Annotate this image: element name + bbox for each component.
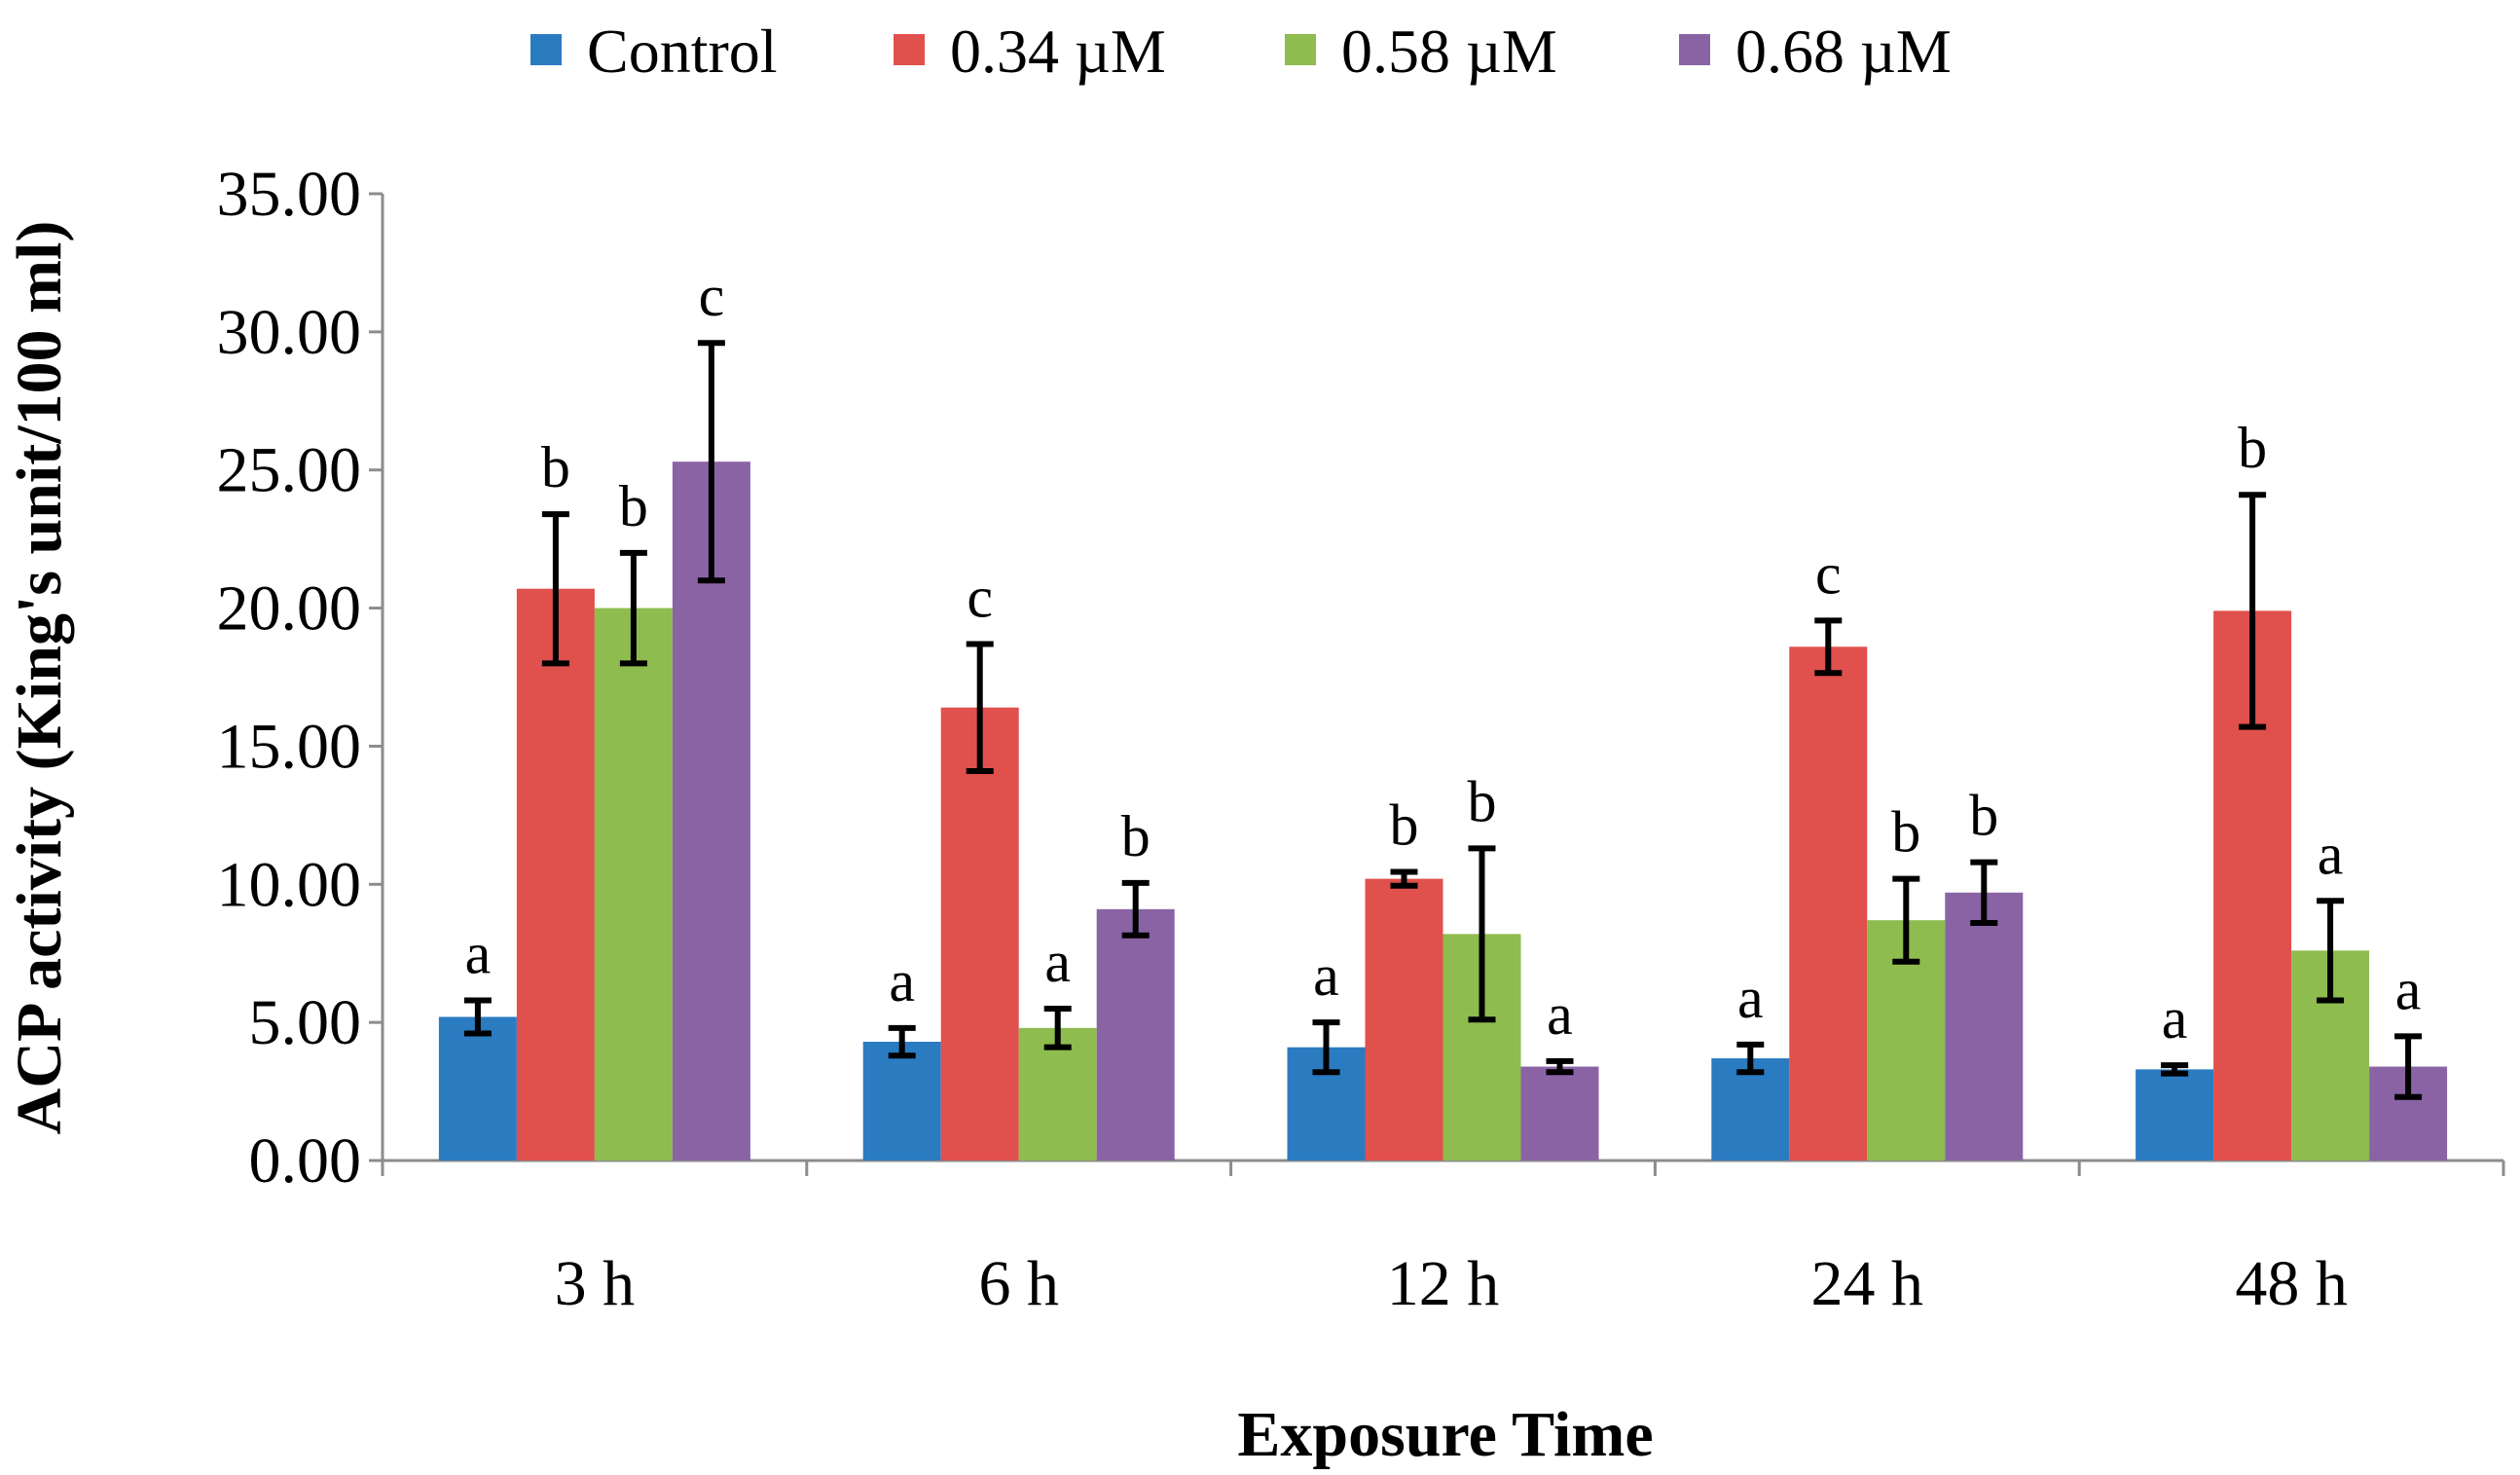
bar <box>1711 1058 1790 1161</box>
significance-label: c <box>967 565 993 629</box>
significance-label: a <box>2395 957 2422 1021</box>
legend-label: 0.68 µM <box>1735 17 1952 86</box>
x-tick-label: 3 h <box>555 1248 636 1319</box>
significance-label: b <box>1390 793 1419 858</box>
y-tick-label: 15.00 <box>217 711 362 782</box>
bar <box>438 1016 517 1161</box>
y-tick-label: 5.00 <box>249 987 362 1058</box>
significance-label: b <box>1969 784 1998 848</box>
axes: 0.00 5.00 10.00 15.00 20.00 25.00 30.00 35.00 3 … <box>217 159 2505 1319</box>
y-tick-label: 25.00 <box>217 435 362 506</box>
legend-swatch <box>1679 34 1710 65</box>
bar <box>862 1042 941 1161</box>
y-tick-label: 30.00 <box>217 297 362 368</box>
significance-label: b <box>2238 416 2267 480</box>
bar <box>1945 892 2024 1161</box>
y-tick-label: 10.00 <box>217 849 362 920</box>
y-axis-title: ACP activity (King's unit/100 ml) <box>4 221 75 1135</box>
significance-label: a <box>465 921 492 985</box>
significance-label: c <box>1815 541 1842 606</box>
bar <box>2136 1069 2214 1161</box>
significance-label: c <box>699 264 725 328</box>
significance-label: a <box>1313 943 1339 1008</box>
significance-label: b <box>541 435 570 499</box>
legend-swatch <box>1285 34 1316 65</box>
x-tick-label: 12 h <box>1387 1248 1500 1319</box>
significance-label: b <box>619 474 648 538</box>
y-tick-label: 20.00 <box>217 573 362 645</box>
legend-label: 0.58 µM <box>1341 17 1557 86</box>
error-bars <box>463 340 2423 1100</box>
significance-label: a <box>889 949 915 1014</box>
legend-swatch <box>530 34 562 65</box>
legend: Control 0.34 µM 0.58 µM 0.68 µM <box>530 17 1952 86</box>
bar <box>1789 646 1868 1161</box>
legend-swatch <box>894 34 925 65</box>
significance-label: b <box>1891 800 1920 865</box>
bar <box>516 588 595 1161</box>
legend-label: 0.34 µM <box>950 17 1166 86</box>
significance-label: a <box>1044 930 1071 994</box>
significance-label: a <box>2318 822 2344 886</box>
y-tick-label: 0.00 <box>249 1125 362 1197</box>
y-tick-label: 35.00 <box>217 159 362 230</box>
significance-label: a <box>1737 966 1764 1030</box>
significance-label: b <box>1468 769 1497 833</box>
x-axis-title: Exposure Time <box>1237 1399 1653 1470</box>
x-tick-label: 48 h <box>2235 1248 2348 1319</box>
bar <box>594 608 673 1161</box>
x-tick-label: 6 h <box>978 1248 1059 1319</box>
x-tick-label: 24 h <box>1811 1248 1924 1319</box>
legend-label: Control <box>587 17 778 86</box>
significance-label: b <box>1121 804 1150 868</box>
bars <box>438 461 2448 1161</box>
significance-label: a <box>2162 986 2188 1051</box>
bar <box>1520 1066 1599 1161</box>
bar <box>1096 908 1175 1161</box>
bar <box>940 707 1019 1161</box>
bar <box>1365 878 1443 1161</box>
significance-label: a <box>1547 982 1573 1047</box>
